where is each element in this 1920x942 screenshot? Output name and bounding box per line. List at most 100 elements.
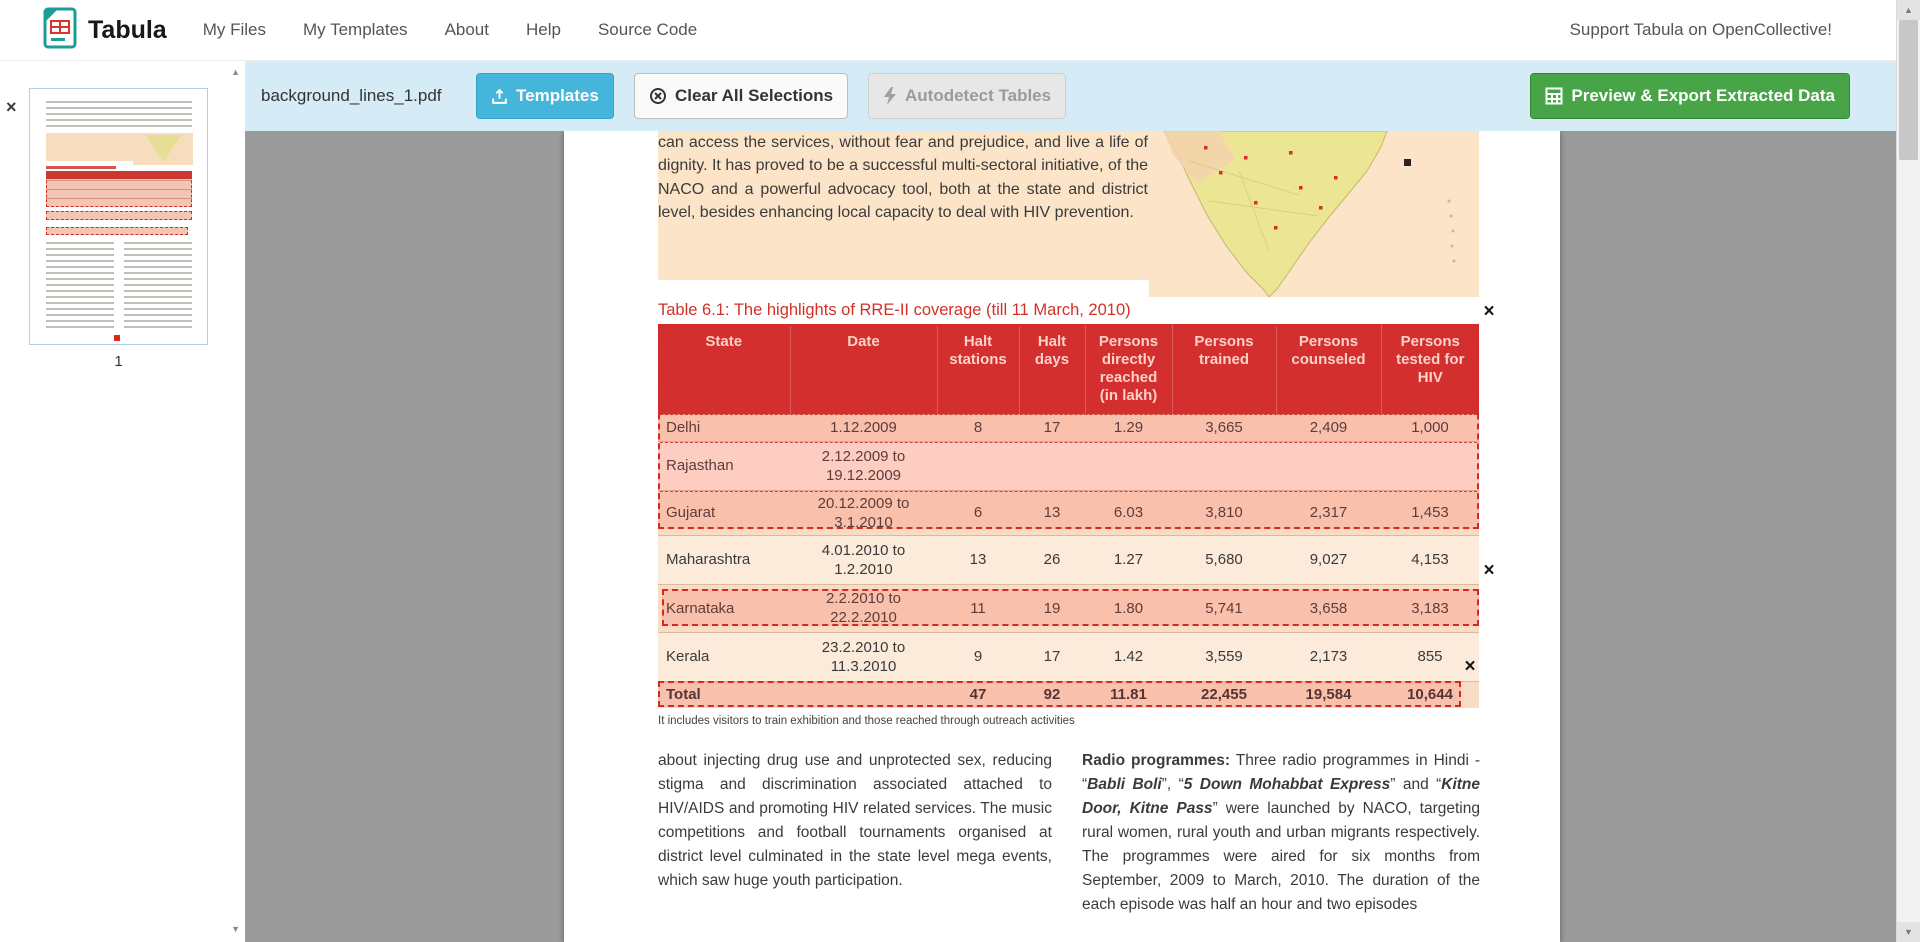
india-map xyxy=(1149,131,1479,298)
table-cell: 8 xyxy=(937,414,1019,441)
table-header-cell: Halt days xyxy=(1019,324,1086,415)
table-cell xyxy=(790,680,937,708)
scrollbar-up-icon[interactable]: ▲ xyxy=(1897,0,1920,20)
table-grid-icon xyxy=(1545,87,1563,105)
table-cell: 2,173 xyxy=(1276,631,1381,681)
scrollbar-down-icon[interactable]: ▼ xyxy=(1897,922,1920,942)
table-cell: 19,584 xyxy=(1276,680,1381,708)
table-cell: 3,183 xyxy=(1381,583,1479,632)
lightning-bolt-icon xyxy=(883,87,897,105)
nav-item-my-templates[interactable]: My Templates xyxy=(303,20,408,39)
table-header-cell: Persons trained xyxy=(1172,324,1277,415)
table-cell: 4.01.2010 to 1.2.2010 xyxy=(790,534,937,584)
templates-button-label: Templates xyxy=(516,86,599,105)
table-cell xyxy=(1172,440,1276,490)
template-upload-icon xyxy=(491,88,508,105)
remove-selection-2-icon[interactable]: × xyxy=(1483,560,1495,581)
intro-paragraph: can access the services, without fear an… xyxy=(658,134,1148,222)
thumbnail-title-line xyxy=(46,166,116,169)
table-cell: Rajasthan xyxy=(658,440,790,490)
table-cell: 2,409 xyxy=(1276,414,1381,441)
table-cell: 1,000 xyxy=(1381,414,1479,441)
table-selection-2[interactable] xyxy=(662,589,1479,626)
table-header-cell: State xyxy=(658,324,791,415)
page-thumbnail[interactable] xyxy=(29,88,208,345)
navbar: Tabula My Files My Templates About Help Sour… xyxy=(0,0,1896,61)
support-link[interactable]: Support Tabula on OpenCollective! xyxy=(1569,20,1832,39)
table-row: Maharashtra 4.01.2010 to 1.2.2010 13 26 1.27… xyxy=(658,534,1479,584)
table-selection-1[interactable] xyxy=(658,324,1479,529)
table-cell xyxy=(937,440,1019,490)
table-cell: Delhi xyxy=(658,414,790,441)
table-cell xyxy=(1019,440,1085,490)
pdf-page[interactable]: can access the services, without fear an… xyxy=(564,131,1560,942)
export-button-label: Preview & Export Extracted Data xyxy=(1571,86,1835,105)
text-segment: ” and “ xyxy=(1390,776,1442,793)
autodetect-tables-button: Autodetect Tables xyxy=(868,73,1067,119)
nav-item-source-code[interactable]: Source Code xyxy=(597,20,698,39)
table-cell: 1.42 xyxy=(1085,631,1172,681)
scrollbar-thumb[interactable] xyxy=(1899,20,1918,160)
table-footnote: It includes visitors to train exhibition… xyxy=(658,715,1075,727)
templates-button[interactable]: Templates xyxy=(476,73,614,119)
text-segment: ” were launched by NACO, targeting rural… xyxy=(1082,800,1480,913)
table-cell: 5,680 xyxy=(1172,534,1276,584)
table-cell: 22,455 xyxy=(1172,680,1276,708)
table-row: Delhi 1.12.2009 8 17 1.29 3,665 2,409 1,000 xyxy=(658,414,1479,441)
table-title: Table 6.1: The highlights of RRE-II cove… xyxy=(658,301,1131,319)
table-cell: 9,027 xyxy=(1276,534,1381,584)
text-segment: Babli Boli xyxy=(1087,776,1162,793)
table-header-cell: Date xyxy=(790,324,938,415)
table-cell: 1.27 xyxy=(1085,534,1172,584)
table-cell: 2.12.2009 to 19.12.2009 xyxy=(790,440,937,490)
sidebar: × 1 ▲ ▼ xyxy=(0,61,245,942)
table-cell: 17 xyxy=(1019,631,1085,681)
thumbnail-selection-3 xyxy=(46,227,188,235)
table-cell: 855 xyxy=(1381,631,1479,681)
sidebar-scroll-up-icon[interactable]: ▲ xyxy=(231,67,240,77)
thumbnail-selection-2 xyxy=(46,211,192,220)
table-header-cell: Halt stations xyxy=(937,324,1020,415)
table-cell: 13 xyxy=(937,534,1019,584)
table-cell: Kerala xyxy=(658,631,790,681)
tabula-logo-icon xyxy=(42,7,78,54)
remove-selection-1-icon[interactable]: × xyxy=(1483,301,1495,322)
window-scrollbar[interactable]: ▲ ▼ xyxy=(1896,0,1920,942)
table-cell: 4,153 xyxy=(1381,534,1479,584)
remove-page-icon[interactable]: × xyxy=(6,97,17,117)
remove-selection-3-icon[interactable]: × xyxy=(1464,656,1476,677)
table-cell xyxy=(1085,440,1172,490)
table-cell: 3,665 xyxy=(1172,414,1276,441)
text-segment: Three radio programmes in Hindi - “ xyxy=(1082,752,1481,793)
table-cell xyxy=(1276,440,1381,490)
clear-all-selections-button[interactable]: Clear All Selections xyxy=(634,73,849,119)
toolbar: background_lines_1.pdf Templates Clear A… xyxy=(245,61,1896,131)
table-cell: 17 xyxy=(1019,414,1085,441)
table-row: Total 47 92 11.81 22,455 19,584 10,644 xyxy=(658,680,1479,708)
table-cell: Maharashtra xyxy=(658,534,790,584)
table-cell: 9 xyxy=(937,631,1019,681)
thumbnail-table-header xyxy=(46,171,192,179)
text-segment: Kitne Door, Kitne Pass xyxy=(1082,776,1481,817)
text-segment: Radio programmes: xyxy=(1082,752,1231,769)
thumbnail-selection-handle xyxy=(114,335,120,341)
thumbnail-text-column-right xyxy=(124,242,192,328)
sidebar-scroll-down-icon[interactable]: ▼ xyxy=(231,924,240,934)
left-column-text: about injecting drug use and unprotected… xyxy=(658,752,1052,889)
text-segment: 5 Down Mohabbat Express xyxy=(1183,776,1391,793)
brand-name: Tabula xyxy=(88,15,167,44)
clear-circle-x-icon xyxy=(649,87,667,105)
nav-item-my-files[interactable]: My Files xyxy=(202,20,266,39)
preview-export-button[interactable]: Preview & Export Extracted Data xyxy=(1530,73,1850,119)
nav-item-about[interactable]: About xyxy=(444,20,489,39)
autodetect-button-label: Autodetect Tables xyxy=(905,86,1052,105)
text-segment: ”, “ xyxy=(1161,776,1184,793)
clear-button-label: Clear All Selections xyxy=(675,86,834,105)
nav-item-help[interactable]: Help xyxy=(526,20,561,39)
table-selection-3[interactable] xyxy=(658,681,1461,707)
table-cell: 26 xyxy=(1019,534,1085,584)
right-column-text: Radio programmes: Three radio programmes… xyxy=(1082,749,1480,917)
brand[interactable]: Tabula xyxy=(42,7,167,54)
table-cell: 23.2.2010 to 11.3.2010 xyxy=(790,631,937,681)
table-cell: 19 xyxy=(1019,583,1085,632)
